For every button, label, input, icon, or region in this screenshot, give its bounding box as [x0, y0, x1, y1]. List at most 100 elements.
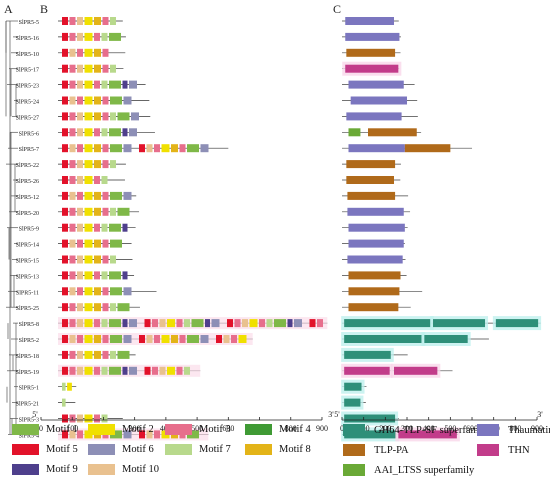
motif-panel: SlPR5-5SlPR5-16SlPR5-10SlPR5-17SlPR5-23S…: [16, 17, 328, 441]
motif-block: [62, 144, 68, 153]
motif-block: [154, 144, 160, 153]
motif-block: [94, 17, 101, 25]
motif-legend-item: Motif 4: [245, 424, 311, 435]
motif-block: [77, 414, 83, 423]
motif-block: [62, 414, 68, 423]
motif-block: [94, 176, 100, 184]
domain-block: [348, 128, 361, 137]
motif-block: [77, 271, 83, 280]
domain-block: [495, 319, 539, 328]
motif-block: [102, 350, 109, 359]
motif-block: [69, 271, 76, 280]
motif-block: [77, 303, 83, 312]
motif-block: [94, 96, 101, 105]
motif-5-prime: 5': [32, 410, 38, 419]
domain-block: [346, 112, 402, 121]
motif-block: [62, 80, 68, 89]
motif-block: [102, 191, 109, 200]
motif-block: [77, 287, 83, 296]
motif-block: [216, 335, 222, 343]
gene-label-motif: SlPR5-10: [16, 52, 39, 58]
domain-block: [347, 255, 403, 264]
motif-block: [94, 287, 101, 296]
motif-block: [69, 239, 76, 248]
motif-block: [129, 128, 137, 137]
gene-label-motif: SlPR5-14: [16, 243, 39, 249]
domain-panel: [341, 17, 542, 442]
motif-swatch: [245, 444, 272, 455]
motif-block: [69, 48, 76, 57]
motif-block: [77, 207, 83, 216]
motif-block: [122, 223, 128, 232]
domain-5-prime: 5': [334, 410, 340, 419]
motif-block: [62, 112, 68, 121]
motif-block: [94, 255, 101, 264]
domain-legend-label: TLP-PA: [374, 444, 409, 456]
motif-block: [101, 128, 108, 137]
motif-block: [69, 319, 76, 328]
domain-tick-label: 800: [509, 424, 521, 433]
motif-block: [123, 144, 132, 153]
motif-block: [123, 96, 132, 105]
domain-block: [345, 64, 399, 73]
motif-block: [69, 255, 76, 264]
motif-block: [84, 350, 93, 359]
motif-block: [94, 128, 100, 137]
domain-block: [394, 366, 438, 375]
motif-block: [139, 335, 145, 343]
gene-label-motif: SlPR5-27: [16, 115, 39, 121]
motif-block: [129, 80, 137, 89]
motif-block: [102, 144, 109, 153]
motif-block: [77, 17, 83, 25]
motif-block: [77, 255, 83, 264]
motif-block: [266, 319, 273, 328]
domain-legend-label: Thaumatin: [508, 424, 550, 436]
motif-block: [84, 414, 93, 423]
domain-block: [344, 366, 390, 375]
motif-block: [122, 128, 128, 137]
motif-block: [84, 366, 93, 375]
domain-block: [348, 144, 405, 153]
motif-block: [231, 335, 237, 343]
domain-block: [348, 287, 400, 296]
motif-block: [94, 223, 100, 232]
motif-block: [110, 64, 116, 73]
motif-block: [109, 80, 121, 89]
motif-block: [274, 319, 286, 328]
gene-label-motif: SlPR5-17: [16, 68, 39, 74]
motif-block: [94, 414, 100, 423]
motif-block: [94, 335, 101, 343]
domain-block: [347, 191, 396, 200]
motif-block: [77, 64, 83, 73]
motif-block: [101, 366, 108, 375]
motif-block: [179, 335, 186, 343]
motif-block: [309, 319, 316, 328]
motif-block: [69, 144, 76, 153]
motif-block: [77, 96, 83, 105]
motif-swatch: [88, 464, 115, 475]
motif-block: [227, 319, 233, 328]
motif-block: [110, 255, 116, 264]
motif-tick-label: 0: [39, 424, 43, 433]
motif-legend-item: Motif 7: [165, 444, 231, 455]
motif-block: [109, 319, 121, 328]
domain-swatch: [343, 464, 365, 476]
domain-block: [398, 430, 457, 439]
motif-block: [123, 430, 132, 439]
motif-legend-item: Motif 10: [88, 464, 159, 475]
motif-legend-label: Motif 8: [279, 444, 311, 455]
motif-block: [184, 319, 190, 328]
motif-block: [154, 430, 160, 439]
gene-label-motif: SlPR5-25: [16, 306, 39, 312]
domain-swatch: [343, 444, 365, 456]
motif-block: [84, 176, 93, 184]
motif-block: [84, 223, 93, 232]
motif-block: [102, 303, 109, 312]
motif-block: [102, 255, 109, 264]
motif-block: [249, 319, 258, 328]
motif-block: [84, 80, 93, 89]
motif-legend-label: Motif 3: [199, 424, 231, 435]
motif-block: [94, 48, 101, 57]
motif-block: [109, 366, 121, 375]
motif-block: [84, 112, 93, 121]
